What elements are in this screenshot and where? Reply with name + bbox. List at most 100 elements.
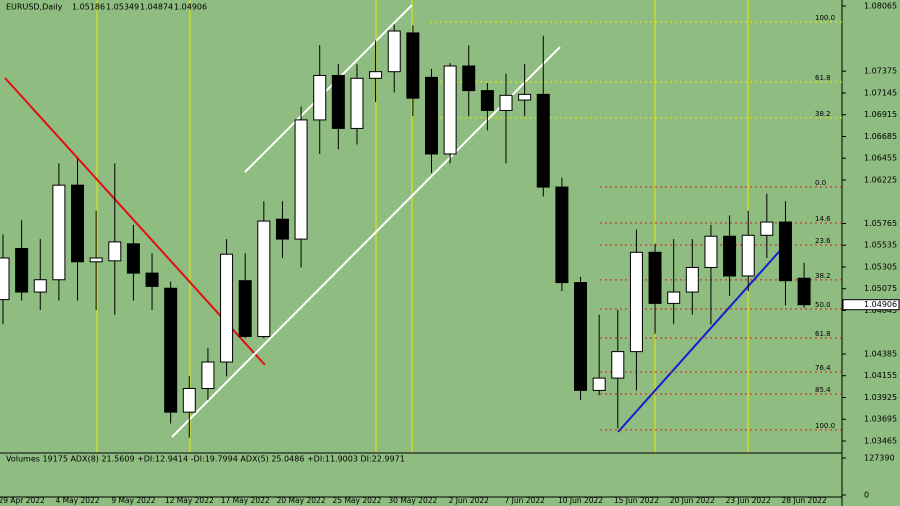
chart-title: EURUSD,Daily [6,3,63,12]
x-tick-label: 7 Jun 2022 [504,496,545,505]
x-tick-label: 9 May 2022 [111,496,155,505]
x-tick-label: 15 Jun 2022 [614,496,659,505]
fib-label: 61.8 [815,330,831,338]
y-tick-label: 1.04845 [864,306,897,315]
candle-body [667,291,681,304]
y-tick-label: 1.05305 [864,262,897,271]
y-tick-label: 1.03925 [864,393,897,402]
candle-body [15,248,29,293]
candle-body [220,253,234,363]
y-tick-label: 1.07145 [864,88,897,97]
candle-body [629,251,643,353]
fib-label: 85.4 [815,386,831,394]
candle-body [704,235,718,268]
fib-label: 38.2 [815,110,831,118]
candle-body [685,266,699,293]
current-price-label: 1.04906 [864,300,897,309]
candle-body [89,257,103,263]
x-tick-label: 28 Jun 2022 [782,496,827,505]
candle-body [574,282,588,391]
ohlc-high: 1.05349 [106,3,139,12]
candle-body [52,184,66,281]
candle-body [462,65,476,92]
candle-body [797,277,811,306]
y-tick-label: 1.05765 [864,219,897,228]
candle-body [723,235,737,277]
y-tick-label: 1.03465 [864,436,897,445]
y-tick-label: 1.06915 [864,110,897,119]
y-tick-label: 1.08065 [864,1,897,10]
candle-body [611,351,625,379]
y-tick-label: 1.04385 [864,349,897,358]
candle-body [387,30,401,73]
fib-label: 50.0 [815,301,831,309]
candle-body [480,90,494,111]
candle-body [778,221,792,282]
y-tick-label: 1.04155 [864,371,897,380]
candle-body [164,287,178,413]
x-tick-label: 17 May 2022 [221,496,270,505]
channel-line [171,46,561,438]
candle-body [331,74,345,129]
fib-label: 100.0 [815,422,835,430]
candle-body [555,186,569,284]
x-tick-label: 4 May 2022 [55,496,99,505]
y-tick-label: 1.05535 [864,241,897,250]
candle-body [313,74,327,121]
candle-body [33,279,47,293]
candle-body [369,71,383,79]
x-tick-label: 2 Jun 2022 [449,496,490,505]
fib-label: 61.8 [815,74,831,82]
candle-body [201,361,215,390]
fib-label: 0.0 [815,179,826,187]
candle-body [518,93,532,101]
candle-body [275,218,289,240]
x-tick-label: 29 Apr 2022 [0,496,45,505]
candle-body [108,241,122,262]
candle-body [536,93,550,188]
candle-body [406,32,420,99]
candle-body [71,184,85,263]
fib-label: 76.4 [815,364,831,372]
volume-tick-label: 0 [864,491,869,500]
candle-body [499,94,513,111]
candle-body [126,243,140,274]
candle-body [0,257,10,301]
y-tick-label: 1.06225 [864,175,897,184]
fib-label: 38.2 [815,272,831,280]
candle-body [294,119,308,240]
x-tick-label: 30 May 2022 [388,496,437,505]
fib-label: 23.6 [815,237,831,245]
x-tick-label: 20 Jun 2022 [670,496,715,505]
candle-body [443,65,457,155]
x-tick-label: 10 Jun 2022 [558,496,603,505]
indicator-label: Volumes 19175 ADX(8) 21.5609 +DI:12.9414… [6,455,405,464]
y-tick-label: 1.03695 [864,415,897,424]
current-price-box [842,299,900,311]
candle-body [145,272,159,287]
candle-body [592,377,606,391]
candle-body [257,220,271,337]
candle-body [760,221,774,236]
y-tick-label: 1.06455 [864,154,897,163]
candle-body [350,77,364,129]
ohlc-open: 1.05186 [72,3,105,12]
candle-body [424,76,438,155]
fib-label: 14.6 [815,215,831,223]
x-tick-label: 23 Jun 2022 [726,496,771,505]
volume-tick-label: 127390 [864,454,895,463]
y-tick-label: 1.07375 [864,67,897,76]
candle-body [648,251,662,304]
y-tick-label: 1.06685 [864,132,897,141]
ohlc-close: 1.04906 [174,3,207,12]
x-tick-label: 25 May 2022 [333,496,382,505]
x-tick-label: 20 May 2022 [277,496,326,505]
channel-line [244,4,413,173]
candle-body [741,234,755,277]
header: EURUSD,Daily 1.05186 1.05349 1.04874 1.0… [6,3,405,464]
fib-label: 100.0 [815,14,835,22]
candle-body [238,280,252,337]
candle-body [182,388,196,413]
y-tick-label: 1.05075 [864,284,897,293]
